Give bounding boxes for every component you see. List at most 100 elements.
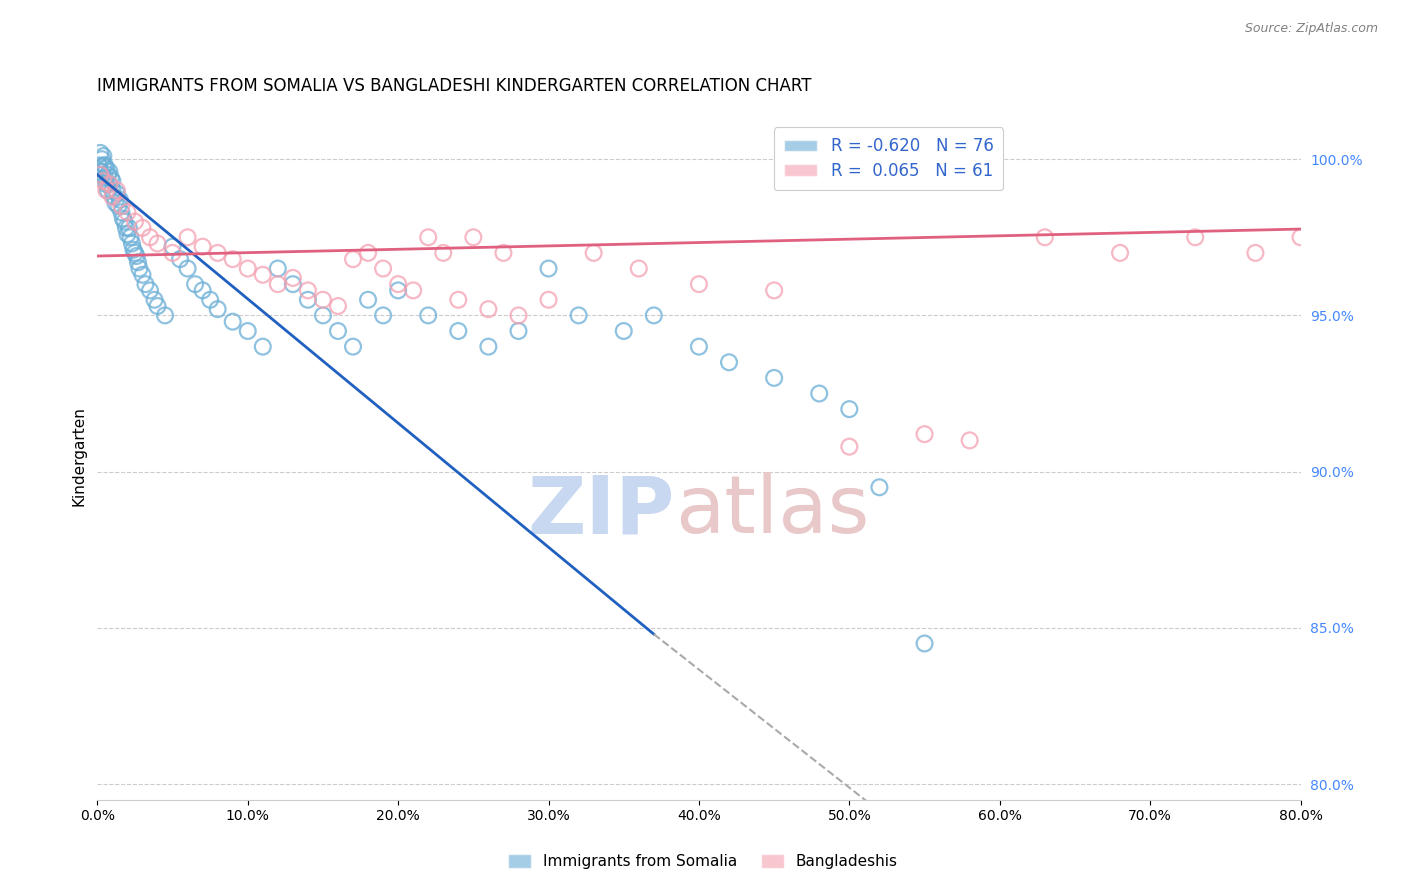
Point bbox=[124, 214, 146, 228]
Point bbox=[103, 189, 125, 203]
Point bbox=[96, 161, 118, 176]
Point bbox=[176, 230, 198, 244]
Point bbox=[93, 149, 115, 163]
Point bbox=[89, 145, 111, 160]
Point bbox=[387, 284, 409, 298]
Point bbox=[914, 427, 936, 442]
Point bbox=[447, 293, 470, 307]
Legend: Immigrants from Somalia, Bangladeshis: Immigrants from Somalia, Bangladeshis bbox=[502, 848, 904, 875]
Point bbox=[1289, 230, 1312, 244]
Point bbox=[357, 293, 380, 307]
Text: IMMIGRANTS FROM SOMALIA VS BANGLADESHI KINDERGARTEN CORRELATION CHART: IMMIGRANTS FROM SOMALIA VS BANGLADESHI K… bbox=[97, 78, 811, 95]
Point bbox=[98, 177, 121, 191]
Point bbox=[1350, 220, 1372, 235]
Point bbox=[688, 340, 710, 354]
Point bbox=[146, 236, 169, 251]
Point bbox=[914, 636, 936, 650]
Point bbox=[281, 271, 304, 285]
Point bbox=[627, 261, 650, 276]
Legend: R = -0.620   N = 76, R =  0.065   N = 61: R = -0.620 N = 76, R = 0.065 N = 61 bbox=[773, 128, 1004, 190]
Point bbox=[582, 246, 605, 260]
Point bbox=[763, 284, 786, 298]
Point bbox=[107, 199, 129, 213]
Point bbox=[236, 261, 259, 276]
Point bbox=[418, 309, 440, 323]
Point bbox=[162, 240, 184, 254]
Point bbox=[191, 240, 214, 254]
Point bbox=[868, 480, 890, 494]
Point bbox=[252, 268, 274, 282]
Point bbox=[124, 246, 146, 260]
Point bbox=[508, 309, 530, 323]
Point bbox=[176, 261, 198, 276]
Point bbox=[418, 230, 440, 244]
Point bbox=[90, 152, 112, 166]
Point bbox=[96, 177, 118, 191]
Point bbox=[169, 252, 191, 267]
Point bbox=[101, 189, 124, 203]
Point bbox=[568, 309, 591, 323]
Point bbox=[252, 340, 274, 354]
Point bbox=[357, 246, 380, 260]
Point bbox=[128, 261, 150, 276]
Text: atlas: atlas bbox=[675, 472, 869, 550]
Point bbox=[1033, 230, 1056, 244]
Point bbox=[492, 246, 515, 260]
Point bbox=[112, 214, 135, 228]
Point bbox=[153, 309, 176, 323]
Point bbox=[118, 220, 141, 235]
Point bbox=[477, 302, 499, 317]
Point bbox=[838, 402, 860, 417]
Point bbox=[402, 284, 425, 298]
Point bbox=[432, 246, 454, 260]
Point bbox=[100, 170, 122, 185]
Point bbox=[1184, 230, 1206, 244]
Point bbox=[312, 309, 335, 323]
Point bbox=[463, 230, 485, 244]
Point bbox=[236, 324, 259, 338]
Point bbox=[122, 243, 145, 257]
Point bbox=[184, 277, 207, 292]
Point bbox=[101, 183, 124, 197]
Point bbox=[267, 261, 290, 276]
Point bbox=[87, 158, 110, 172]
Y-axis label: Kindergarten: Kindergarten bbox=[72, 406, 86, 506]
Point bbox=[207, 246, 229, 260]
Point bbox=[101, 174, 124, 188]
Point bbox=[105, 186, 128, 201]
Point bbox=[110, 205, 132, 219]
Point bbox=[198, 293, 221, 307]
Point bbox=[718, 355, 741, 369]
Point bbox=[222, 315, 245, 329]
Point bbox=[688, 277, 710, 292]
Point bbox=[297, 284, 319, 298]
Point bbox=[139, 284, 162, 298]
Point bbox=[98, 177, 121, 191]
Point bbox=[267, 277, 290, 292]
Point bbox=[326, 324, 349, 338]
Point bbox=[342, 340, 364, 354]
Point bbox=[326, 299, 349, 313]
Point bbox=[1109, 246, 1132, 260]
Point bbox=[477, 340, 499, 354]
Point bbox=[111, 211, 134, 226]
Point bbox=[98, 164, 121, 178]
Point bbox=[1319, 230, 1341, 244]
Point bbox=[134, 277, 156, 292]
Point bbox=[146, 299, 169, 313]
Point bbox=[125, 249, 148, 263]
Point bbox=[143, 293, 166, 307]
Point bbox=[90, 168, 112, 182]
Point bbox=[508, 324, 530, 338]
Point bbox=[131, 220, 153, 235]
Point bbox=[115, 220, 138, 235]
Point bbox=[110, 199, 132, 213]
Point bbox=[94, 158, 117, 172]
Point bbox=[162, 246, 184, 260]
Point bbox=[763, 371, 786, 385]
Point bbox=[371, 261, 394, 276]
Point bbox=[93, 174, 115, 188]
Point bbox=[191, 284, 214, 298]
Point bbox=[447, 324, 470, 338]
Point bbox=[120, 230, 142, 244]
